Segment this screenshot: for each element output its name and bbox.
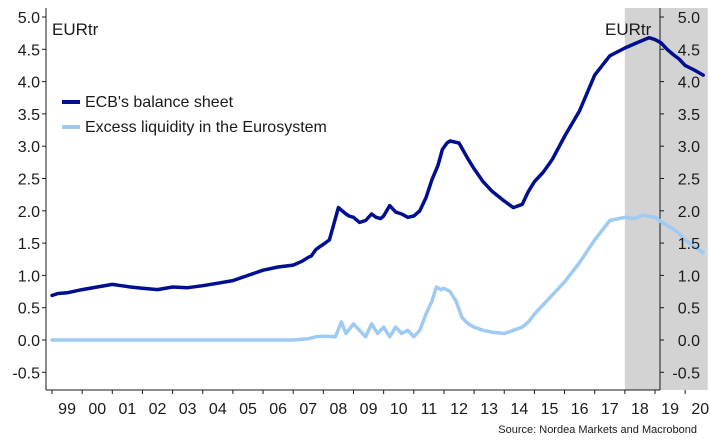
x-tick-label: 06 bbox=[269, 401, 287, 418]
x-tick-label: 15 bbox=[541, 401, 559, 418]
x-tick-label: 00 bbox=[88, 401, 106, 418]
series-line-balance-sheet bbox=[50, 35, 705, 298]
x-tick-label: 08 bbox=[330, 401, 348, 418]
x-tick-label: 16 bbox=[571, 401, 589, 418]
y-tick-label-left: 1.0 bbox=[18, 268, 40, 285]
y-tick-label-left: 3.0 bbox=[18, 139, 40, 156]
source-note: Source: Nordea Markets and Macrobond bbox=[498, 424, 697, 436]
y-tick-label-left: 5.0 bbox=[18, 10, 40, 27]
x-tick-label: 03 bbox=[179, 401, 197, 418]
y-tick-label-right: 0.5 bbox=[678, 301, 700, 318]
right-unit-label: EURtr bbox=[605, 20, 652, 39]
y-tick-label-right: 5.0 bbox=[678, 10, 700, 27]
y-tick-label-right: -0.5 bbox=[672, 365, 700, 382]
y-tick-label-right: 3.0 bbox=[678, 139, 700, 156]
y-tick-label-left: 0.5 bbox=[18, 301, 40, 318]
y-tick-label-left: 1.5 bbox=[18, 236, 40, 253]
series-layer bbox=[50, 35, 705, 342]
legend-label-balance-sheet: ECB's balance sheet bbox=[85, 94, 234, 111]
x-tick-label: 99 bbox=[58, 401, 76, 418]
axes-group bbox=[45, 8, 661, 391]
x-tick-label: 14 bbox=[510, 401, 528, 418]
x-tick-label: 17 bbox=[601, 401, 619, 418]
x-tick-label: 19 bbox=[661, 401, 679, 418]
x-tick-label: 18 bbox=[631, 401, 649, 418]
y-tick-label-left: 0.0 bbox=[18, 333, 40, 350]
x-tick-label: 04 bbox=[209, 401, 227, 418]
right-axis-ticks: 5.0 4.5 4.0 3.5 3.0 2.5 2.0 1.5 1.0 0.5 0.0 -0.5 bbox=[660, 10, 700, 382]
y-tick-label-left: -0.5 bbox=[12, 365, 40, 382]
legend-label-excess-liquidity: Excess liquidity in the Eurosystem bbox=[85, 119, 327, 136]
x-tick-label: 11 bbox=[421, 401, 438, 418]
y-tick-label-left: 2.0 bbox=[18, 204, 40, 221]
y-tick-label-left: 2.5 bbox=[18, 172, 40, 189]
x-tick-label: 09 bbox=[360, 401, 378, 418]
left-axis-ticks: 5.0 4.5 4.0 3.5 3.0 2.5 2.0 1.5 1.0 0.5 0.0 -0.5 bbox=[12, 10, 46, 382]
y-tick-label-right: 2.0 bbox=[678, 204, 700, 221]
x-tick-label: 20 bbox=[691, 401, 709, 418]
y-tick-label-right: 2.5 bbox=[678, 172, 700, 189]
x-tick-label: 07 bbox=[299, 401, 317, 418]
y-tick-label-right: 1.0 bbox=[678, 268, 700, 285]
y-tick-label-left: 4.0 bbox=[18, 75, 40, 92]
x-tick-label: 05 bbox=[239, 401, 257, 418]
y-tick-label-right: 3.5 bbox=[678, 107, 700, 124]
x-tick-label: 13 bbox=[480, 401, 498, 418]
x-tick-label: 02 bbox=[149, 401, 167, 418]
y-tick-label-right: 4.0 bbox=[678, 75, 700, 92]
legend: ECB's balance sheet Excess liquidity in … bbox=[62, 94, 327, 136]
x-axis-ticks: 99 00 01 02 03 04 05 06 07 08 09 10 11 12 13 14 15 16 17 18… bbox=[51, 390, 709, 418]
y-tick-label-left: 4.5 bbox=[18, 42, 40, 59]
y-tick-label-right: 0.0 bbox=[678, 333, 700, 350]
y-tick-label-left: 3.5 bbox=[18, 107, 40, 124]
x-tick-label: 10 bbox=[390, 401, 408, 418]
left-unit-label: EURtr bbox=[52, 20, 99, 39]
x-tick-label: 01 bbox=[118, 401, 136, 418]
x-tick-label: 12 bbox=[450, 401, 468, 418]
series-line-excess-liquidity bbox=[50, 213, 705, 342]
y-tick-label-right: 4.5 bbox=[678, 42, 700, 59]
y-tick-label-right: 1.5 bbox=[678, 236, 700, 253]
